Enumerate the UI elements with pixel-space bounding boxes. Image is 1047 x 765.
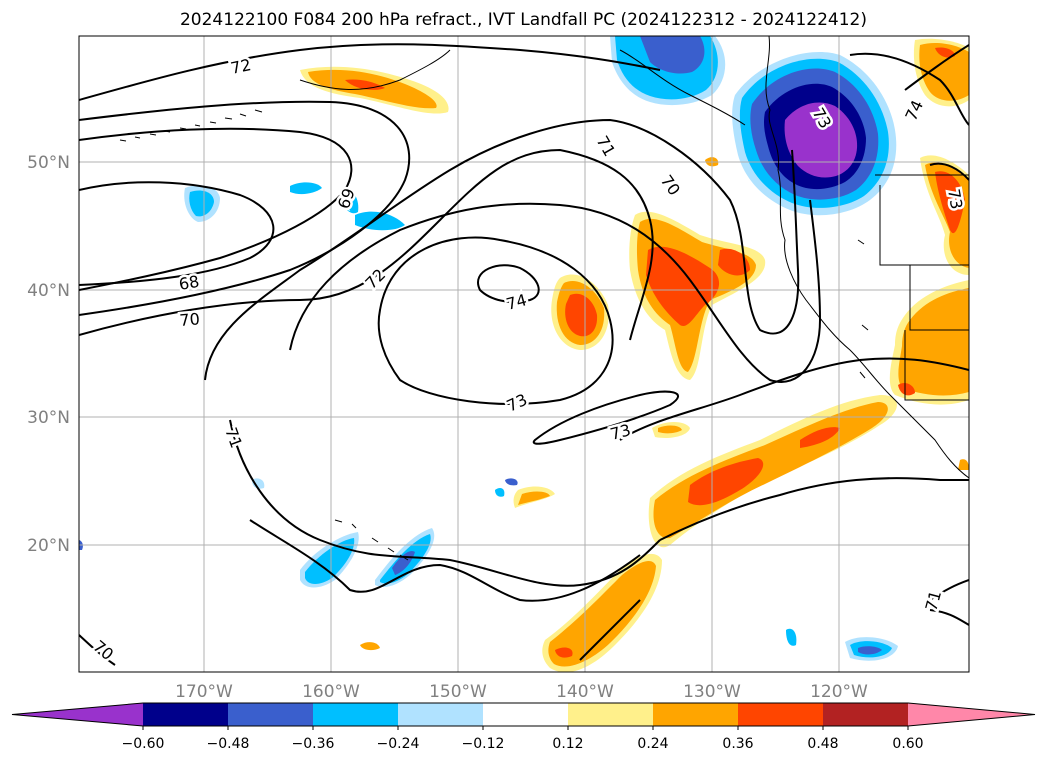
colorbar-segment [568, 703, 653, 726]
contour-label: 68 [177, 272, 200, 294]
lat-label-20n: 20°N [27, 536, 70, 556]
colorbar: −0.60 −0.48 −0.36 −0.24 −0.12 0.12 0.24 0.36 0.4… [11, 702, 1036, 752]
colorbar-extend-high [908, 703, 1035, 726]
colorbar-segment [653, 703, 738, 726]
lon-label-120w: 120°W [810, 682, 868, 702]
colorbar-tick-label: −0.24 [377, 736, 420, 752]
colorbar-tick-label: 0.60 [892, 736, 923, 752]
longitude-labels: 170°W 160°W 150°W 140°W 130°W 120°W [175, 682, 868, 702]
lat-label-40n: 40°N [27, 281, 70, 301]
lat-label-50n: 50°N [27, 153, 70, 173]
colorbar-segment [823, 703, 908, 726]
lon-label-150w: 150°W [429, 682, 487, 702]
colorbar-segment [313, 703, 398, 726]
lon-label-160w: 160°W [302, 682, 360, 702]
refractivity-contours [79, 43, 969, 666]
graticule [79, 36, 969, 672]
lat-label-30n: 30°N [27, 408, 70, 428]
colorbar-tick-label: −0.12 [462, 736, 505, 752]
colorbar-tick-label: 0.36 [722, 736, 753, 752]
lon-label-170w: 170°W [175, 682, 233, 702]
colorbar-tick-label: −0.48 [207, 736, 250, 752]
colorbar-extend-low [12, 703, 143, 726]
positive-ivt-regions [300, 38, 969, 672]
colorbar-tick-label: 0.24 [637, 736, 668, 752]
colorbar-tick-label: 0.12 [552, 736, 583, 752]
colorbar-tick-label: −0.36 [292, 736, 335, 752]
map-frame [78, 35, 970, 673]
colorbar-segment [738, 703, 823, 726]
colorbar-segment [228, 703, 313, 726]
latitude-labels: 50°N 40°N 30°N 20°N [27, 153, 70, 556]
contour-label: 73 [944, 187, 966, 210]
colorbar-segment [143, 703, 228, 726]
map-title: 2024122100 F084 200 hPa refract., IVT La… [179, 10, 867, 30]
colorbar-tick-label: 0.48 [807, 736, 838, 752]
colorbar-segment [483, 703, 568, 726]
lon-label-140w: 140°W [556, 682, 614, 702]
contour-label: 70 [179, 309, 201, 330]
lon-label-130w: 130°W [683, 682, 741, 702]
map-panel: 72 69 68 70 72 74 71 70 73 73 71 70 74 7… [79, 36, 969, 672]
coastlines [119, 36, 969, 561]
negative-ivt-regions [79, 36, 898, 661]
colorbar-tick-label: −0.60 [122, 736, 165, 752]
colorbar-segment [398, 703, 483, 726]
